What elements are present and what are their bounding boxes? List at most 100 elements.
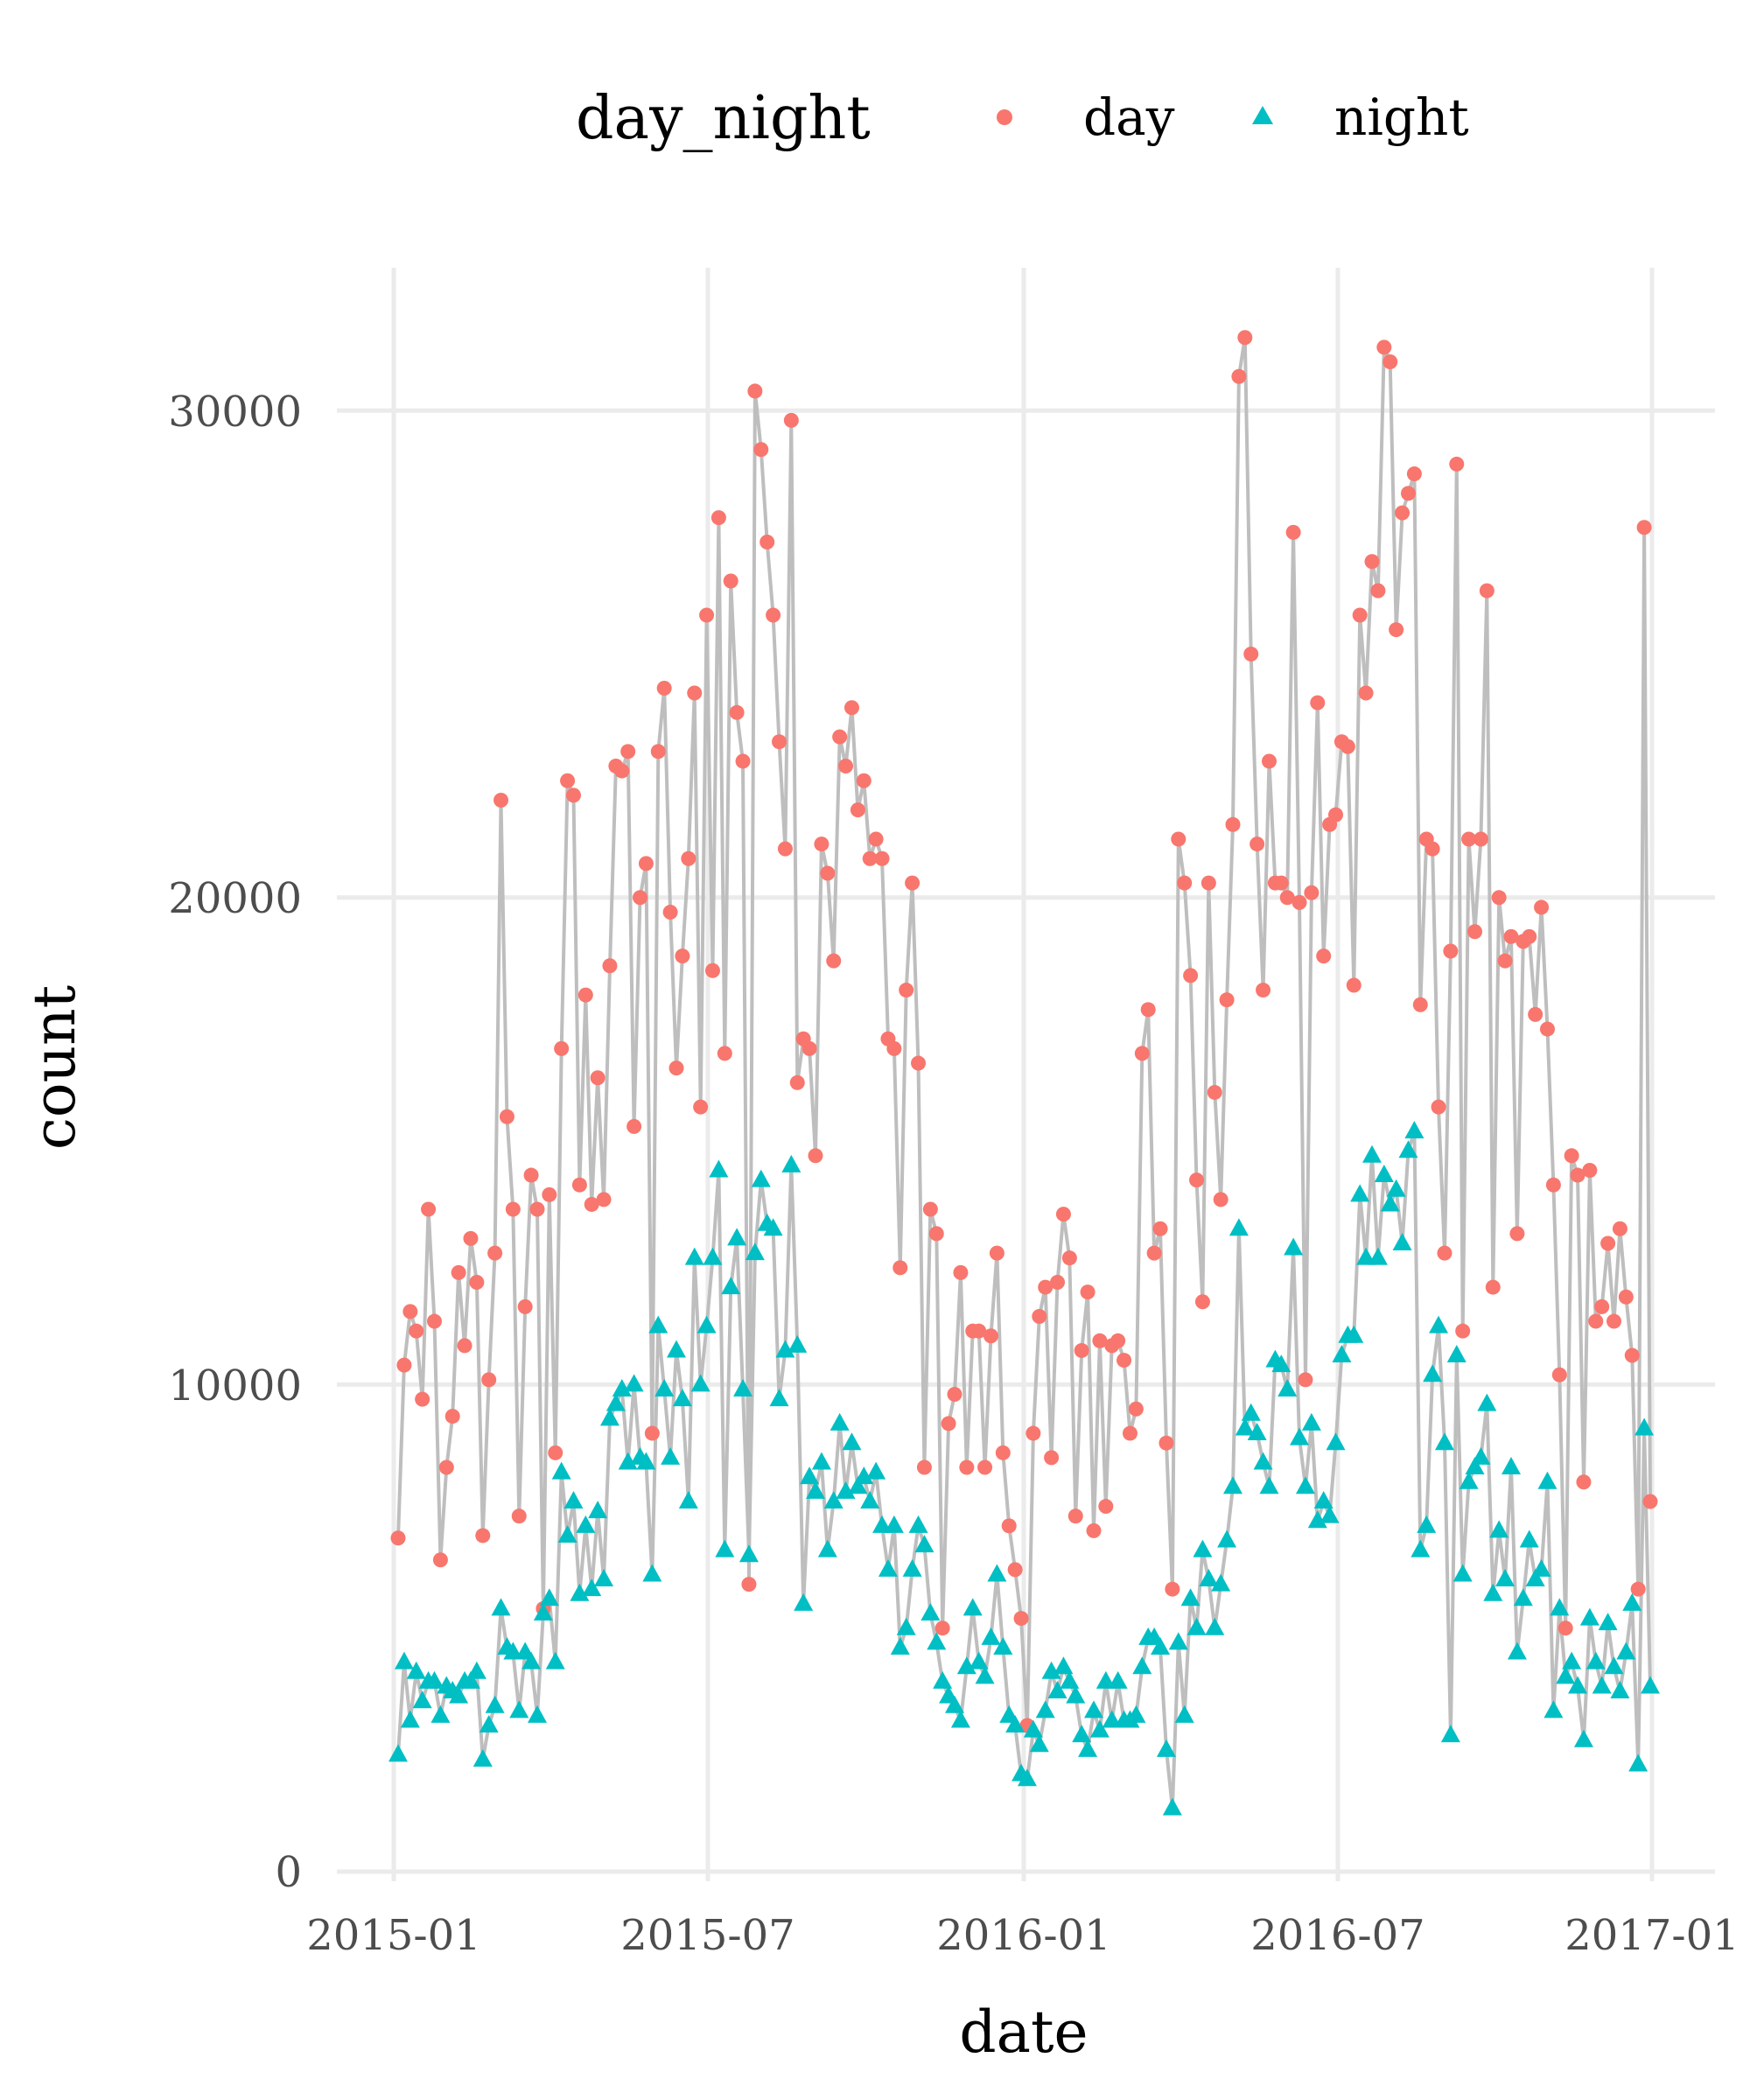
legend-day-label: day — [1083, 88, 1175, 147]
point-day — [735, 753, 751, 769]
point-night — [430, 1704, 451, 1723]
point-day — [1140, 1002, 1156, 1018]
point-night — [806, 1480, 825, 1499]
point-night — [1168, 1632, 1188, 1650]
point-day — [602, 958, 618, 974]
point-day — [1285, 524, 1301, 540]
point-day — [995, 1445, 1011, 1460]
point-day — [1225, 816, 1241, 832]
point-night — [618, 1452, 638, 1470]
point-night — [491, 1598, 511, 1616]
point-day — [1370, 583, 1386, 598]
point-day — [1032, 1308, 1047, 1324]
point-day — [905, 875, 920, 891]
point-day — [1189, 1172, 1205, 1188]
x-tick-label: 2016-01 — [936, 1911, 1110, 1960]
point-day — [1406, 466, 1422, 482]
point-day — [614, 763, 630, 779]
point-day — [451, 1264, 466, 1280]
point-night — [588, 1501, 608, 1519]
x-tick-label: 2015-07 — [620, 1911, 794, 1960]
point-day — [862, 850, 878, 866]
point-day — [1503, 928, 1519, 944]
point-night — [1459, 1471, 1479, 1489]
point-day — [1576, 1474, 1592, 1490]
x-tick-labels: 2015-01 2015-07 2016-01 2016-07 2017-01 — [306, 1911, 1739, 1960]
point-night — [594, 1569, 614, 1587]
point-day — [760, 534, 775, 550]
point-night — [1579, 1607, 1600, 1626]
point-day — [1273, 875, 1289, 891]
point-day — [1461, 831, 1477, 847]
point-day — [1146, 1245, 1162, 1261]
point-day — [529, 1201, 545, 1217]
point-day — [947, 1387, 962, 1403]
point-night — [945, 1695, 964, 1713]
point-day — [1636, 520, 1652, 536]
point-day — [565, 788, 581, 803]
point-night — [1041, 1661, 1061, 1679]
point-day — [505, 1201, 521, 1217]
point-day — [1509, 1226, 1525, 1242]
point-day — [1455, 1323, 1471, 1339]
point-day — [1158, 1435, 1174, 1451]
point-night — [1392, 1232, 1412, 1250]
point-day — [409, 1323, 424, 1339]
x-tick-label: 2015-01 — [306, 1911, 480, 1960]
point-day — [1479, 583, 1494, 598]
point-night — [1344, 1325, 1364, 1343]
x-axis-title: date — [959, 1998, 1088, 2066]
point-night — [509, 1700, 529, 1718]
point-night — [890, 1636, 910, 1655]
point-day — [626, 1118, 642, 1134]
point-day — [687, 685, 703, 701]
point-day — [1642, 1494, 1658, 1509]
point-day — [1013, 1611, 1029, 1627]
y-tick-label: 20000 — [168, 874, 302, 923]
point-night — [738, 1544, 759, 1563]
point-day — [1618, 1289, 1634, 1305]
point-night — [1410, 1539, 1431, 1558]
point-night — [1084, 1700, 1103, 1718]
point-day — [1061, 1250, 1077, 1266]
point-day — [1346, 977, 1362, 993]
point-night — [1023, 1719, 1043, 1738]
point-night — [1332, 1345, 1352, 1363]
point-day — [1473, 831, 1488, 847]
point-night — [866, 1461, 886, 1480]
point-day — [977, 1460, 993, 1475]
point-day — [1340, 738, 1355, 754]
point-night — [1132, 1656, 1152, 1675]
point-night — [551, 1461, 571, 1480]
point-day — [1316, 948, 1332, 964]
point-day — [1086, 1522, 1102, 1538]
point-night — [788, 1334, 808, 1353]
point-night — [962, 1598, 983, 1616]
point-day — [777, 841, 793, 857]
point-night — [896, 1617, 916, 1635]
point-night — [642, 1564, 662, 1582]
point-night — [1592, 1676, 1612, 1694]
point-night — [1156, 1739, 1176, 1757]
point-night — [872, 1515, 892, 1533]
point-day — [886, 1040, 902, 1056]
point-night — [727, 1228, 747, 1246]
point-night — [703, 1247, 723, 1265]
point-night — [842, 1432, 862, 1451]
point-day — [1213, 1192, 1228, 1208]
point-night — [661, 1446, 681, 1465]
point-night — [920, 1603, 941, 1621]
point-day — [710, 510, 726, 526]
point-day — [1116, 1353, 1132, 1368]
point-night — [836, 1480, 856, 1499]
point-night — [1205, 1617, 1225, 1635]
point-day — [1183, 968, 1199, 984]
point-day — [802, 1040, 817, 1056]
point-day — [832, 729, 848, 745]
point-day — [1200, 875, 1216, 891]
point-day — [916, 1460, 932, 1475]
point-day — [693, 1099, 709, 1115]
point-day — [1044, 1450, 1060, 1466]
point-day — [1564, 1148, 1579, 1164]
point-night — [533, 1603, 553, 1621]
